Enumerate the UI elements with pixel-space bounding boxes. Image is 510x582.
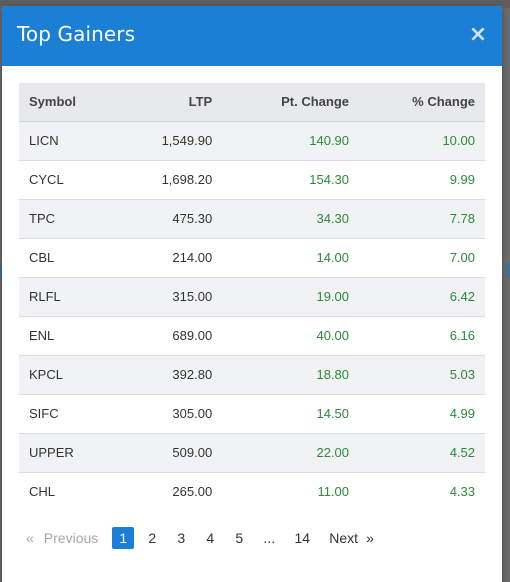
ltp-cell: 689.00	[124, 315, 223, 355]
page-5-button[interactable]: 5	[235, 530, 244, 546]
pt-change-cell: 40.00	[222, 315, 360, 355]
column-header-ltp[interactable]: LTP	[124, 83, 223, 122]
page-4-button[interactable]: 4	[206, 530, 215, 546]
column-header-symbol[interactable]: Symbol	[19, 83, 125, 122]
table-row[interactable]: UPPER 509.00 22.00 4.52	[19, 432, 485, 472]
table-row[interactable]: TPC 475.30 34.30 7.78	[19, 198, 485, 238]
ltp-cell: 305.00	[124, 393, 223, 433]
symbol-cell: TPC	[19, 198, 125, 238]
ltp-cell: 214.00	[124, 237, 223, 277]
pct-change-cell: 6.42	[359, 276, 485, 316]
previous-arrow-icon: «	[26, 530, 34, 546]
ltp-cell: 475.30	[124, 198, 223, 238]
symbol-cell: UPPER	[19, 432, 125, 472]
next-page-button[interactable]: Next »	[329, 527, 374, 549]
gainers-table-container: Symbol LTP Pt. Change % Change LICN 1,549…	[19, 83, 485, 511]
pct-change-cell: 6.16	[359, 315, 485, 355]
pagination-ellipsis: ...	[263, 530, 276, 546]
pt-change-cell: 140.90	[222, 120, 360, 160]
pct-change-cell: 7.00	[359, 237, 485, 277]
ltp-cell: 1,698.20	[124, 159, 223, 199]
pt-change-cell: 34.30	[222, 198, 360, 238]
pagination: « Previous 1 2 3 4 5 ... 14 Next »	[26, 527, 381, 549]
symbol-cell: LICN	[19, 120, 125, 160]
pct-change-cell: 9.99	[359, 159, 485, 199]
table-row[interactable]: ENL 689.00 40.00 6.16	[19, 315, 485, 355]
table-row[interactable]: KPCL 392.80 18.80 5.03	[19, 354, 485, 394]
next-arrow-icon: »	[366, 530, 374, 546]
symbol-cell: CYCL	[19, 159, 125, 199]
page-backdrop	[0, 0, 510, 8]
pct-change-cell: 4.33	[359, 471, 485, 511]
pt-change-cell: 14.00	[222, 237, 360, 277]
pt-change-cell: 18.80	[222, 354, 360, 394]
symbol-cell: CHL	[19, 471, 125, 511]
column-header-pt-change[interactable]: Pt. Change	[222, 83, 360, 122]
pct-change-cell: 7.78	[359, 198, 485, 238]
ltp-cell: 315.00	[124, 276, 223, 316]
symbol-cell: ENL	[19, 315, 125, 355]
page-2-button[interactable]: 2	[148, 530, 157, 546]
carousel-next-indicator	[506, 262, 510, 278]
pct-change-cell: 10.00	[359, 120, 485, 160]
pt-change-cell: 154.30	[222, 159, 360, 199]
ltp-cell: 265.00	[124, 471, 223, 511]
close-icon[interactable]: ×	[468, 22, 488, 47]
page-14-button[interactable]: 14	[294, 530, 311, 546]
symbol-cell: CBL	[19, 237, 125, 277]
gainers-table: Symbol LTP Pt. Change % Change LICN 1,549…	[19, 83, 485, 511]
pt-change-cell: 19.00	[222, 276, 360, 316]
table-header-row: Symbol LTP Pt. Change % Change	[19, 83, 485, 122]
table-row[interactable]: CYCL 1,698.20 154.30 9.99	[19, 159, 485, 199]
symbol-cell: KPCL	[19, 354, 125, 394]
ltp-cell: 509.00	[124, 432, 223, 472]
symbol-cell: SIFC	[19, 393, 125, 433]
table-row[interactable]: CHL 265.00 11.00 4.33	[19, 471, 485, 511]
pt-change-cell: 22.00	[222, 432, 360, 472]
pt-change-cell: 11.00	[222, 471, 360, 511]
pt-change-cell: 14.50	[222, 393, 360, 433]
pct-change-cell: 4.52	[359, 432, 485, 472]
pct-change-cell: 5.03	[359, 354, 485, 394]
next-label: Next	[329, 530, 359, 546]
previous-page-button: « Previous	[26, 527, 98, 549]
modal-title: Top Gainers	[17, 22, 136, 46]
table-row[interactable]: CBL 214.00 14.00 7.00	[19, 237, 485, 277]
ltp-cell: 1,549.90	[124, 120, 223, 160]
symbol-cell: RLFL	[19, 276, 125, 316]
pct-change-cell: 4.99	[359, 393, 485, 433]
page-1-button[interactable]: 1	[112, 527, 135, 549]
table-row[interactable]: RLFL 315.00 19.00 6.42	[19, 276, 485, 316]
table-row[interactable]: LICN 1,549.90 140.90 10.00	[19, 120, 485, 160]
modal-header: Top Gainers ×	[2, 6, 502, 66]
column-header-pct-change[interactable]: % Change	[359, 83, 485, 122]
top-gainers-modal: Top Gainers × Symbol LTP Pt. Change % Ch…	[2, 6, 502, 582]
previous-label: Previous	[43, 530, 99, 546]
table-row[interactable]: SIFC 305.00 14.50 4.99	[19, 393, 485, 433]
ltp-cell: 392.80	[124, 354, 223, 394]
page-3-button[interactable]: 3	[177, 530, 186, 546]
